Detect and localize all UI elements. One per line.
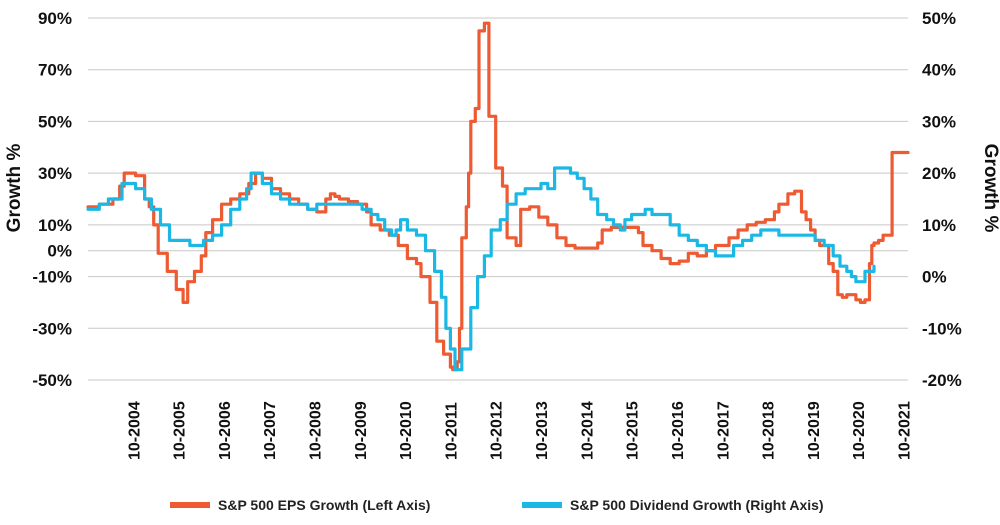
x-tick-label: 10-2021: [896, 401, 913, 460]
x-tick-label: 10-2013: [534, 401, 551, 460]
x-tick-label: 10-2009: [353, 401, 370, 460]
dividend-growth-line: [86, 166, 876, 372]
x-tick-label: 10-2011: [443, 402, 460, 460]
legend-label-eps: S&P 500 EPS Growth (Left Axis): [218, 497, 430, 513]
x-tick-label: 10-2010: [398, 401, 415, 460]
right-tick-label: 30%: [922, 112, 956, 131]
right-tick-label: 50%: [922, 9, 956, 28]
left-tick-label: 50%: [38, 112, 72, 131]
x-tick-label: 10-2012: [489, 401, 506, 460]
left-axis-ticks: 90% 70% 50% 30% 10% 0% -10% -30% -50%: [32, 9, 72, 390]
left-tick-label: 10%: [38, 216, 72, 235]
left-tick-label: -50%: [32, 371, 72, 390]
x-axis-ticks: 10-2004 10-2005 10-2006 10-2007 10-2008 10-20…: [126, 401, 913, 460]
left-tick-label: 30%: [38, 164, 72, 183]
right-tick-label: 40%: [922, 61, 956, 80]
legend: S&P 500 EPS Growth (Left Axis) S&P 500 D…: [170, 497, 824, 513]
right-tick-label: -20%: [922, 371, 962, 390]
left-tick-label: 0%: [47, 242, 72, 261]
right-tick-label: 20%: [922, 164, 956, 183]
left-tick-label: 90%: [38, 9, 72, 28]
x-tick-label: 10-2015: [625, 401, 642, 460]
right-axis-ticks: 50% 40% 30% 20% 10% 0% -10% -20%: [922, 9, 962, 390]
right-axis-title: Growth %: [980, 144, 1000, 233]
x-tick-label: 10-2018: [761, 401, 778, 460]
x-tick-label: 10-2004: [126, 401, 143, 460]
left-axis-title: Growth %: [4, 144, 25, 233]
right-tick-label: -10%: [922, 319, 962, 338]
legend-label-dividend: S&P 500 Dividend Growth (Right Axis): [570, 497, 824, 513]
right-tick-label: 10%: [922, 216, 956, 235]
gridlines: [88, 17, 908, 381]
right-tick-label: 0%: [922, 268, 947, 287]
x-tick-label: 10-2005: [172, 401, 189, 460]
x-tick-label: 10-2014: [579, 401, 596, 460]
eps-growth-line: [86, 21, 910, 372]
x-tick-label: 10-2016: [670, 401, 687, 460]
x-tick-label: 10-2017: [715, 401, 732, 460]
x-tick-label: 10-2008: [308, 401, 325, 460]
x-tick-label: 10-2007: [262, 401, 279, 460]
left-tick-label: 70%: [38, 61, 72, 80]
series-layer: [86, 21, 910, 372]
x-tick-label: 10-2006: [217, 401, 234, 460]
x-tick-label: 10-2019: [806, 401, 823, 460]
x-tick-label: 10-2020: [851, 401, 868, 460]
left-tick-label: -30%: [32, 319, 72, 338]
left-tick-label: -10%: [32, 268, 72, 287]
